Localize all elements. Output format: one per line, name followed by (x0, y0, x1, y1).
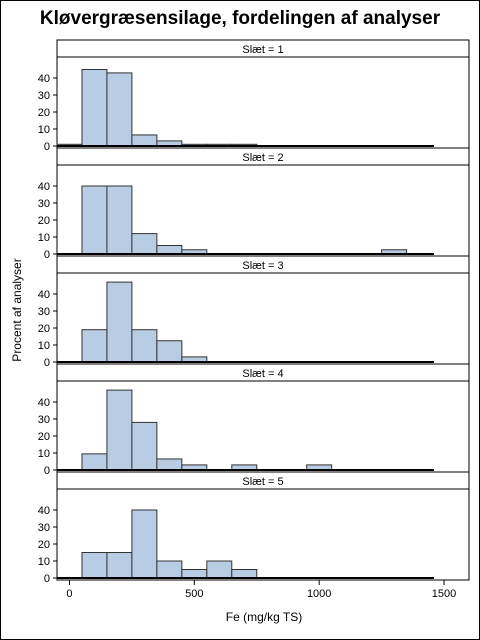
y-tick-label: 0 (44, 465, 50, 477)
y-tick-label: 0 (44, 573, 50, 585)
y-tick-label: 30 (38, 198, 50, 210)
panel-strip-label: Slæt = 2 (242, 152, 283, 164)
histogram-bar (156, 560, 183, 579)
histogram-bar (131, 233, 158, 255)
histogram-bar (156, 340, 183, 363)
y-tick-label: 30 (38, 90, 50, 102)
x-axis-label: Fe (mg/kg TS) (226, 610, 302, 624)
y-tick-label: 10 (38, 340, 50, 352)
y-tick-label: 20 (38, 323, 50, 335)
y-tick-label: 20 (38, 431, 50, 443)
histogram-bar (81, 453, 108, 471)
y-tick-label: 10 (38, 448, 50, 460)
x-tick-label: 0 (66, 588, 72, 600)
histogram-bar (81, 185, 108, 255)
histogram-bar (81, 552, 108, 579)
y-axis-label: Procent af analyser (10, 258, 24, 361)
x-tick-label: 1500 (432, 588, 456, 600)
histogram-bar (231, 569, 258, 579)
histogram-bar (131, 509, 158, 579)
histogram-bar (131, 421, 158, 471)
y-tick-label: 10 (38, 124, 50, 136)
y-tick-label: 30 (38, 306, 50, 318)
histogram-bar (106, 185, 133, 255)
histogram-bar (81, 69, 108, 147)
y-tick-label: 40 (38, 397, 50, 409)
y-tick-label: 40 (38, 73, 50, 85)
y-tick-label: 10 (38, 232, 50, 244)
x-tick-label: 500 (185, 588, 203, 600)
histogram-bar (106, 281, 133, 363)
histogram-bar (106, 72, 133, 147)
histogram-bar (106, 552, 133, 579)
y-tick-label: 0 (44, 357, 50, 369)
histogram-bar (106, 389, 133, 471)
histogram-bar (206, 560, 233, 579)
y-tick-label: 40 (38, 505, 50, 517)
x-tick-label: 1000 (307, 588, 331, 600)
y-tick-label: 20 (38, 107, 50, 119)
histogram-bar (181, 569, 208, 579)
histogram-bar (131, 134, 158, 147)
chart-title: Kløvergræsensilage, fordelingen af analy… (39, 8, 441, 29)
y-tick-label: 30 (38, 522, 50, 534)
y-tick-label: 40 (38, 181, 50, 193)
panel-strip-label: Slæt = 1 (242, 44, 283, 56)
histogram-bar (81, 329, 108, 363)
y-tick-label: 0 (44, 141, 50, 153)
y-tick-label: 0 (44, 249, 50, 261)
y-tick-label: 20 (38, 215, 50, 227)
histogram-bar (131, 329, 158, 363)
histogram-bar (156, 458, 183, 471)
panel-strip-label: Slæt = 4 (242, 368, 283, 380)
histogram-bar (156, 245, 183, 255)
y-tick-label: 40 (38, 289, 50, 301)
y-tick-label: 20 (38, 539, 50, 551)
panel-strip-label: Slæt = 3 (242, 260, 283, 272)
panel-strip-label: Slæt = 5 (242, 476, 283, 488)
y-tick-label: 30 (38, 414, 50, 426)
y-tick-label: 10 (38, 556, 50, 568)
